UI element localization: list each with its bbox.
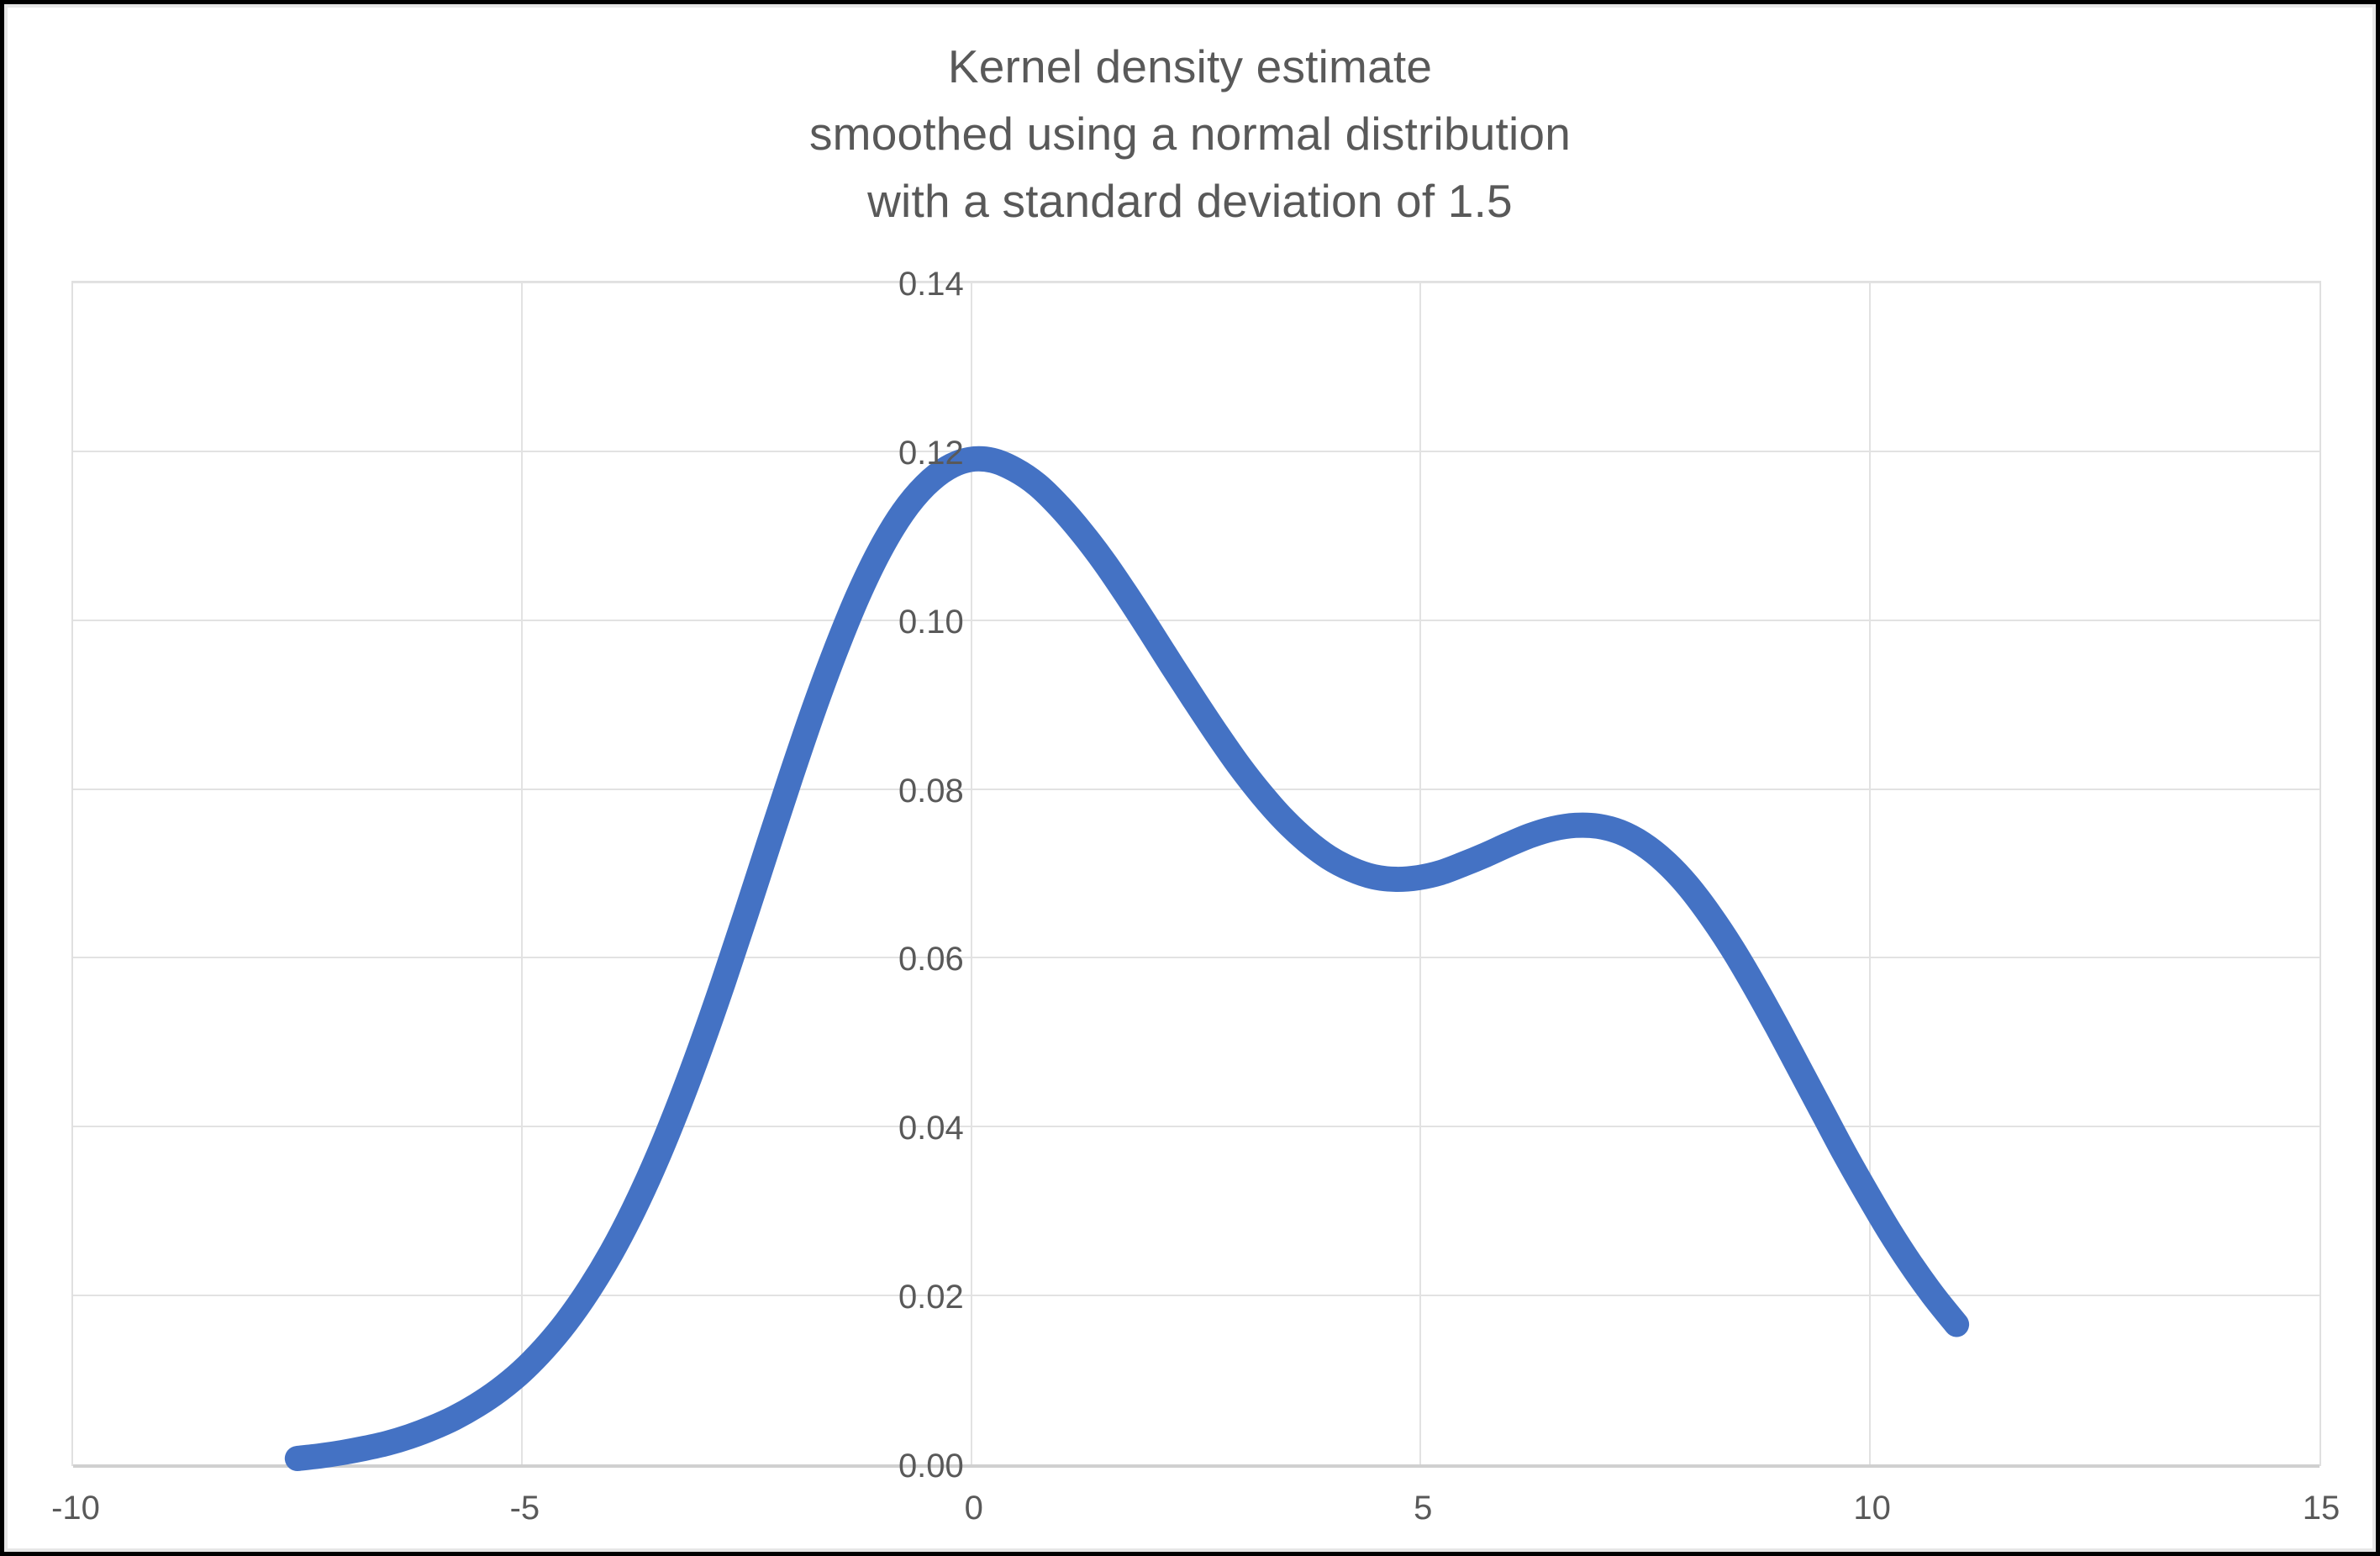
y-tick-label-0.02: 0.02 bbox=[898, 1279, 964, 1316]
chart-title-line-2: smoothed using a normal distribution bbox=[808, 108, 1572, 160]
x-axis-line bbox=[73, 1464, 2319, 1468]
y-tick-label-0.12: 0.12 bbox=[898, 434, 964, 472]
kde-curve bbox=[284, 446, 1970, 1471]
x-tick-label--5: -5 bbox=[509, 1490, 540, 1527]
x-tick-label-5: 5 bbox=[1414, 1490, 1433, 1527]
x-tick-label--10: -10 bbox=[51, 1490, 100, 1527]
x-tick-label-0: 0 bbox=[964, 1490, 983, 1527]
gridline-y-0.14 bbox=[73, 282, 2319, 283]
chart-title-line-3: with a standard deviation of 1.5 bbox=[867, 175, 1513, 227]
chart-card: Kernel density estimate smoothed using a… bbox=[4, 4, 2376, 1552]
y-tick-label-0.06: 0.06 bbox=[898, 941, 964, 978]
x-tick-label-15: 15 bbox=[2302, 1490, 2341, 1527]
plot-area bbox=[71, 281, 2321, 1471]
gridline-y-0.06 bbox=[73, 957, 2319, 959]
y-tick-label-0.10: 0.10 bbox=[898, 603, 964, 641]
gridline-x--5 bbox=[521, 282, 524, 1466]
chart-title: Kernel density estimate smoothed using a… bbox=[8, 33, 2372, 235]
chart-title-line-1: Kernel density estimate bbox=[947, 40, 1433, 92]
y-tick-label-0.00: 0.00 bbox=[898, 1448, 964, 1485]
y-tick-label-0.08: 0.08 bbox=[898, 772, 964, 810]
plot-inner bbox=[73, 282, 2319, 1471]
gridline-x-0 bbox=[970, 282, 972, 1466]
gridline-y-0.04 bbox=[73, 1126, 2319, 1128]
gridline-x-10 bbox=[1868, 282, 1871, 1466]
kde-curve-path bbox=[284, 446, 1970, 1471]
y-tick-label-0.04: 0.04 bbox=[898, 1110, 964, 1147]
y-tick-label-0.14: 0.14 bbox=[898, 266, 964, 303]
x-tick-label-10: 10 bbox=[1853, 1490, 1891, 1527]
gridline-y-0.02 bbox=[73, 1295, 2319, 1297]
gridline-y-0.12 bbox=[73, 450, 2319, 452]
gridline-y-0.10 bbox=[73, 619, 2319, 621]
gridline-y-0.08 bbox=[73, 788, 2319, 790]
